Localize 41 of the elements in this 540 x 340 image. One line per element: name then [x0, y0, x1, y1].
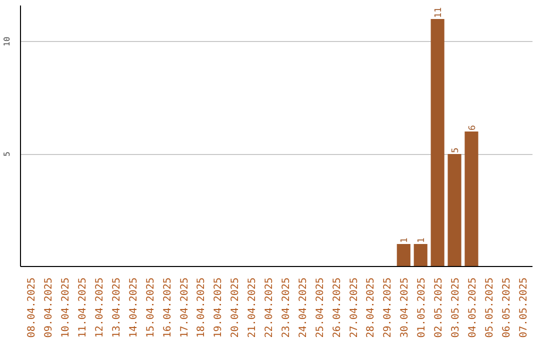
x-tick-label: 05.05.2025	[484, 277, 496, 338]
y-tick-label: 10	[2, 36, 12, 46]
x-tick-label: 30.04.2025	[400, 277, 411, 338]
x-tick-label: 14.04.2025	[128, 277, 140, 338]
x-tick-label: 07.05.2025	[518, 277, 530, 338]
bar	[464, 132, 478, 266]
x-tick-label: 20.04.2025	[230, 277, 242, 338]
data-label: 1	[417, 238, 428, 243]
data-label: 5	[451, 148, 462, 153]
x-tick-label: 19.04.2025	[213, 277, 224, 338]
x-tick-label: 09.04.2025	[44, 277, 55, 338]
x-tick-label: 27.04.2025	[348, 277, 360, 338]
x-tick-label: 03.05.2025	[450, 277, 462, 338]
x-tick-label: 12.04.2025	[94, 277, 106, 338]
x-tick-label: 26.04.2025	[332, 277, 343, 338]
x-tick-label: 01.05.2025	[416, 277, 428, 338]
x-tick-label: 02.05.2025	[434, 277, 445, 338]
x-tick-label: 25.04.2025	[314, 277, 326, 338]
bar	[448, 154, 462, 266]
x-tick-label: 11.04.2025	[78, 277, 89, 338]
x-tick-label: 24.04.2025	[298, 277, 309, 338]
x-tick-label: 17.04.2025	[179, 277, 190, 338]
x-tick-label: 04.05.2025	[467, 277, 478, 338]
data-label: 1	[400, 238, 410, 243]
data-label: 11	[434, 7, 444, 18]
x-tick-label: 13.04.2025	[111, 277, 122, 338]
x-tick-label: 06.05.2025	[501, 277, 512, 338]
x-tick-label: 10.04.2025	[60, 277, 72, 338]
bar	[396, 244, 410, 266]
x-tick-label: 16.04.2025	[162, 277, 174, 338]
x-tick-label: 15.04.2025	[145, 277, 156, 338]
data-label: 6	[468, 125, 478, 130]
x-tick-label: 08.04.2025	[26, 277, 38, 338]
x-tick-label: 21.04.2025	[247, 277, 258, 338]
x-tick-label: 23.04.2025	[280, 277, 292, 338]
x-tick-label: 22.04.2025	[264, 277, 276, 338]
x-tick-label: 18.04.2025	[196, 277, 208, 338]
bar	[414, 244, 428, 266]
bar	[430, 19, 444, 266]
x-tick-label: 29.04.2025	[382, 277, 394, 338]
x-tick-label: 28.04.2025	[366, 277, 377, 338]
